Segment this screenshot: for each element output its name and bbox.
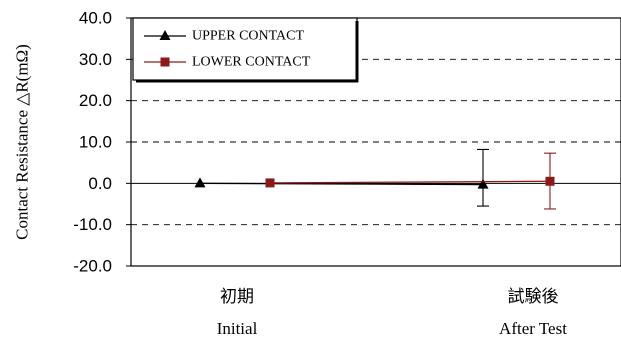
legend-box	[132, 17, 358, 81]
category-label-en: Initial	[217, 319, 258, 338]
error-bar	[477, 148, 489, 207]
y-axis-ticks: 40.0 30.0 20.0 10.0 0.0 -10.0 -20.0	[73, 9, 131, 276]
category-label-jp: 初期	[220, 287, 254, 306]
series-lower-contact	[265, 152, 556, 210]
data-point	[194, 177, 206, 188]
data-point	[477, 178, 489, 189]
y-tick-label: -20.0	[73, 257, 112, 276]
legend-item: LOWER CONTACT	[144, 55, 311, 70]
series-line	[199, 182, 484, 186]
series-upper-contact	[194, 148, 489, 207]
legend-item: UPPER CONTACT	[144, 29, 305, 44]
y-tick-label: 40.0	[79, 9, 112, 28]
y-axis-label: Contact Resistance △R(mΩ)	[13, 44, 32, 240]
x-axis-category-labels: 初期 Initial 試験後 After Test	[217, 287, 568, 338]
data-point	[545, 176, 555, 186]
data-point	[265, 178, 275, 188]
legend-label: UPPER CONTACT	[192, 29, 305, 44]
y-tick-label: 20.0	[79, 91, 112, 110]
legend: UPPER CONTACT LOWER CONTACT	[132, 17, 359, 83]
y-tick-label: 30.0	[79, 50, 112, 69]
y-tick-label: -10.0	[73, 215, 112, 234]
series-layer	[194, 148, 556, 210]
category-label-en: After Test	[499, 319, 567, 338]
legend-label: LOWER CONTACT	[192, 55, 311, 70]
y-tick-label: 0.0	[88, 174, 112, 193]
y-tick-label: 10.0	[79, 133, 112, 152]
series-line	[269, 180, 551, 184]
gridlines	[131, 58, 621, 226]
category-label-jp: 試験後	[508, 287, 559, 306]
